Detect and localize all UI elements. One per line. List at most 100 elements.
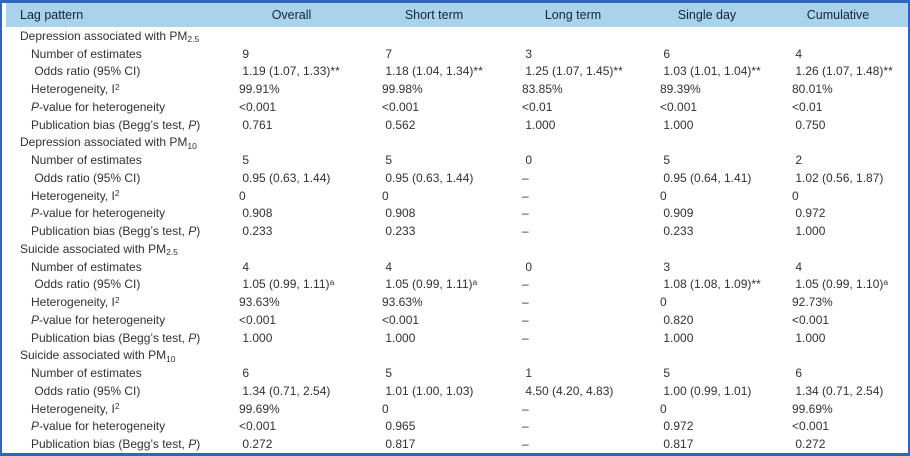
value-text: 1.05 (0.99, 1.11) [239, 277, 330, 292]
label-text: Publication bias (Begg’s test, [31, 330, 189, 345]
value-cell: – [522, 330, 529, 345]
row-label: Number of estimates [2, 153, 219, 167]
value-cell: <0.001 [660, 99, 698, 114]
footnote-marker: a [883, 277, 889, 287]
group-header-row: Suicide associated with PM10 [2, 347, 908, 365]
value-cell: 0.95 (0.64, 1.41) [660, 170, 752, 185]
value-cell: 6 [239, 366, 250, 381]
row-label: Odds ratio (95% CI) [2, 64, 219, 78]
value-cell: 1.000 [239, 330, 273, 345]
value-cell: 6 [792, 366, 803, 381]
value-cell: 93.63% [239, 295, 280, 310]
value-cell: 0.817 [382, 437, 416, 452]
row-label: P-value for heterogeneity [2, 206, 219, 220]
value-cell: 0.909 [660, 206, 694, 221]
value-cell: 0 [792, 188, 799, 203]
table-row: Number of estimates 6 5 1 5 6 [2, 364, 908, 382]
value-cell: 0 [382, 188, 389, 203]
value-cell: <0.001 [382, 312, 420, 327]
label-text: Publication bias (Begg’s test, [31, 437, 189, 452]
value-cell: 5 [660, 366, 671, 381]
value-cell: 1.08 (1.08, 1.09)** [660, 277, 761, 292]
label-text: P [188, 117, 197, 132]
value-cell: 1.05 (0.99, 1.10)a [772, 277, 908, 291]
superscript-text: 2 [114, 188, 120, 199]
value-cell: – [522, 312, 529, 327]
value-cell: 0.562 [382, 117, 416, 132]
value-cell: 1.05 (0.99, 1.11)a [219, 277, 364, 291]
label-text: Suicide associated with PM [20, 241, 167, 256]
label-text: P [188, 224, 197, 239]
value-cell: 3 [660, 259, 671, 274]
label-text: Publication bias (Begg’s test, [31, 224, 189, 239]
value-text: 1.05 (0.99, 1.10) [792, 277, 884, 292]
row-label: Heterogeneity, I2 [2, 82, 219, 96]
label-text: -value for heterogeneity [39, 99, 166, 114]
subscript-text: 2.5 [187, 34, 200, 43]
value-cell: 5 [239, 153, 250, 168]
label-text: Heterogeneity, I [31, 295, 115, 310]
row-label: Publication bias (Begg’s test, P) [2, 118, 219, 132]
value-cell: – [522, 277, 529, 292]
value-cell: 1.000 [660, 330, 694, 345]
table-row: Publication bias (Begg’s test, P) 0.761 … [2, 116, 908, 134]
value-cell: 5 [660, 153, 671, 168]
value-cell: 4 [382, 259, 393, 274]
value-cell: <0.001 [792, 419, 830, 434]
value-cell: 0 [522, 259, 533, 274]
label-text: P [188, 437, 197, 452]
value-cell: <0.001 [239, 419, 277, 434]
table-row: Publication bias (Begg’s test, P) 0.272 … [2, 435, 908, 453]
value-cell: 0.908 [382, 206, 416, 221]
value-cell: 1.000 [792, 330, 826, 345]
value-cell: 1.26 (1.07, 1.48)** [792, 64, 893, 79]
footnote-marker: a [329, 277, 335, 287]
value-cell: 99.98% [382, 82, 423, 97]
label-text: P [31, 99, 40, 114]
row-label: Heterogeneity, I2 [2, 402, 219, 416]
row-label: Number of estimates [2, 260, 219, 274]
value-cell: 1.000 [792, 224, 826, 239]
value-cell: – [522, 437, 529, 452]
value-cell: 0 [660, 188, 667, 203]
value-cell: – [522, 188, 529, 203]
label-text: ) [196, 437, 201, 452]
value-cell: – [522, 419, 529, 434]
value-cell: 1.01 (1.00, 1.03) [382, 383, 474, 398]
value-cell: 1.000 [382, 330, 416, 345]
value-cell: 0 [382, 401, 389, 416]
value-cell: 80.01% [792, 82, 833, 97]
value-cell: 2 [792, 153, 803, 168]
value-cell: 1.34 (0.71, 2.54) [239, 383, 331, 398]
value-cell: 3 [522, 46, 533, 61]
column-header-single-day: Single day [677, 8, 737, 22]
value-cell: 4 [792, 259, 803, 274]
value-cell: 5 [382, 366, 393, 381]
label-text: Publication bias (Begg’s test, [31, 117, 189, 132]
table-row: Number of estimates 4 4 0 3 4 [2, 258, 908, 276]
value-cell: 0 [660, 295, 667, 310]
value-cell: 4.50 (4.20, 4.83) [522, 383, 614, 398]
value-cell: <0.01 [792, 99, 823, 114]
value-cell: 83.85% [522, 82, 563, 97]
row-label: P-value for heterogeneity [2, 100, 219, 114]
value-cell: 0.272 [792, 437, 826, 452]
table-row: P-value for heterogeneity <0.001 <0.001 – 0… [2, 311, 908, 329]
value-cell: 1.03 (1.01, 1.04)** [660, 64, 761, 79]
label-text: ) [196, 224, 201, 239]
value-cell: <0.001 [239, 312, 277, 327]
row-label: Publication bias (Begg’s test, P) [2, 224, 219, 238]
label-text: Number of estimates [31, 153, 142, 168]
value-cell: 0.972 [792, 206, 826, 221]
superscript-text: 2 [114, 82, 120, 92]
column-header-short-term: Short term [404, 8, 464, 22]
value-cell: 0.95 (0.63, 1.44) [382, 170, 474, 185]
label-text: ) [196, 330, 201, 345]
value-cell: 0 [522, 153, 533, 168]
table-row: Odds ratio (95% CI) 1.19 (1.07, 1.33)** … [2, 63, 908, 81]
value-cell: 99.69% [239, 401, 280, 416]
value-cell: 99.69% [792, 401, 833, 416]
table-row: Heterogeneity, I2 0 0 – 0 0 [2, 187, 908, 205]
table-header-row: Lag pattern Overall Short term Long term Sin… [6, 3, 908, 27]
